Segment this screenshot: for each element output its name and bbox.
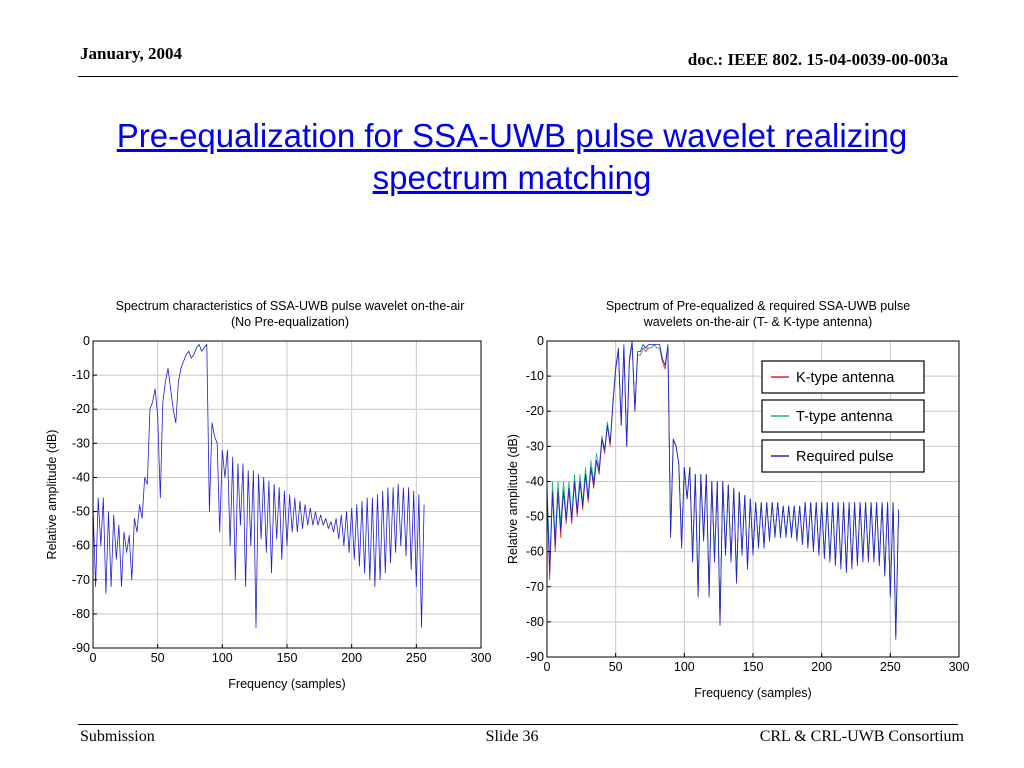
chart1-ytick-label: -20 bbox=[72, 402, 90, 416]
chart2-ytick-label: -80 bbox=[526, 615, 544, 629]
chart2-ytick-label: 0 bbox=[537, 334, 544, 348]
chart1-xtick-label: 200 bbox=[341, 651, 362, 665]
slide-title-line1[interactable]: Pre-equalization for SSA-UWB pulse wavel… bbox=[116, 117, 908, 154]
header-doc-id: doc.: IEEE 802. 15-04-0039-00-003a bbox=[687, 50, 948, 69]
chart2-ytick-label: -10 bbox=[526, 369, 544, 383]
legend-entry-1: K-type antenna bbox=[761, 360, 925, 394]
chart1-ytick-label: -50 bbox=[72, 505, 90, 519]
slide-title-line2[interactable]: spectrum matching bbox=[372, 159, 652, 196]
chart1-xtick-label: 250 bbox=[406, 651, 427, 665]
chart1-ytick-label: -30 bbox=[72, 436, 90, 450]
chart2-ytick-label: -50 bbox=[526, 510, 544, 524]
chart2-xtick-label: 150 bbox=[743, 660, 764, 674]
header-rule bbox=[78, 76, 958, 77]
chart1-xtick-label: 0 bbox=[90, 651, 97, 665]
chart1-ytick-label: -80 bbox=[72, 607, 90, 621]
chart1-xtick-label: 150 bbox=[277, 651, 298, 665]
slide-title[interactable]: Pre-equalization for SSA-UWB pulse wavel… bbox=[0, 115, 1024, 199]
legend-entry-3: Required pulse bbox=[761, 439, 925, 473]
chart2-ytick-label: -70 bbox=[526, 580, 544, 594]
chart2-xtick-label: 300 bbox=[949, 660, 970, 674]
chart1-title-line1: Spectrum characteristics of SSA-UWB puls… bbox=[115, 299, 465, 313]
chart2-xtick-label: 250 bbox=[880, 660, 901, 674]
legend-entry-2: T-type antenna bbox=[761, 399, 925, 433]
chart1: 0 50 100 150 200 250 300 0 -10 -20 -30 -40 -50 -60 -70… bbox=[45, 334, 491, 691]
chart2: 0 50 100 150 200 250 300 0 -10 -20 -30 -40 -50 -60 -70… bbox=[506, 334, 969, 700]
legend-label: K-type antenna bbox=[796, 370, 895, 386]
chart1-xtick-label: 50 bbox=[151, 651, 165, 665]
chart2-series-3-line bbox=[546, 340, 899, 640]
chart1-ytick-label: -10 bbox=[72, 368, 90, 382]
chart1-xtick-label: 100 bbox=[212, 651, 233, 665]
chart2-ytick-label: -90 bbox=[526, 650, 544, 664]
legend-label: Required pulse bbox=[796, 449, 894, 465]
chart2-ytick-label: -60 bbox=[526, 545, 544, 559]
chart2-title-line2: wavelets on-the-air (T- & K-type antenna… bbox=[643, 315, 873, 329]
chart1-series-1-line bbox=[92, 343, 425, 628]
chart2-xtick-label: 50 bbox=[609, 660, 623, 674]
chart2-xtick-label: 200 bbox=[811, 660, 832, 674]
chart2-ytick-label: -30 bbox=[526, 439, 544, 453]
footer-organization: CRL & CRL-UWB Consortium bbox=[759, 728, 964, 745]
chart2-xtick-label: 100 bbox=[674, 660, 695, 674]
chart2-title: Spectrum of Pre-equalized & required SSA… bbox=[520, 298, 996, 330]
chart1-ytick-label: -90 bbox=[72, 641, 90, 655]
header-date: January, 2004 bbox=[80, 44, 183, 63]
chart2-ytick-label: -40 bbox=[526, 474, 544, 488]
chart2-title-line1: Spectrum of Pre-equalized & required SSA… bbox=[605, 299, 911, 313]
chart2-ytick-label: -20 bbox=[526, 404, 544, 418]
chart2-xlabel: Frequency (samples) bbox=[694, 686, 811, 700]
chart2-ylabel: Relative amplitude (dB) bbox=[506, 434, 520, 564]
chart1-ytick-label: -70 bbox=[72, 573, 90, 587]
chart1-title-line2: (No Pre-equalization) bbox=[230, 315, 350, 329]
chart1-xtick-label: 300 bbox=[471, 651, 492, 665]
chart1-ytick-label: -60 bbox=[72, 539, 90, 553]
chart1-title: Spectrum characteristics of SSA-UWB puls… bbox=[60, 298, 520, 330]
chart1-ytick-label: -40 bbox=[72, 470, 90, 484]
chart2-xtick-label: 0 bbox=[544, 660, 551, 674]
footer-rule bbox=[78, 724, 958, 725]
footer-submission: Submission bbox=[80, 728, 155, 745]
legend-label: T-type antenna bbox=[796, 409, 894, 425]
footer-slide-number: Slide 36 bbox=[485, 728, 539, 745]
chart1-xlabel: Frequency (samples) bbox=[228, 677, 345, 691]
chart1-ylabel: Relative amplitude (dB) bbox=[45, 430, 59, 560]
chart1-ytick-label: 0 bbox=[83, 334, 90, 348]
